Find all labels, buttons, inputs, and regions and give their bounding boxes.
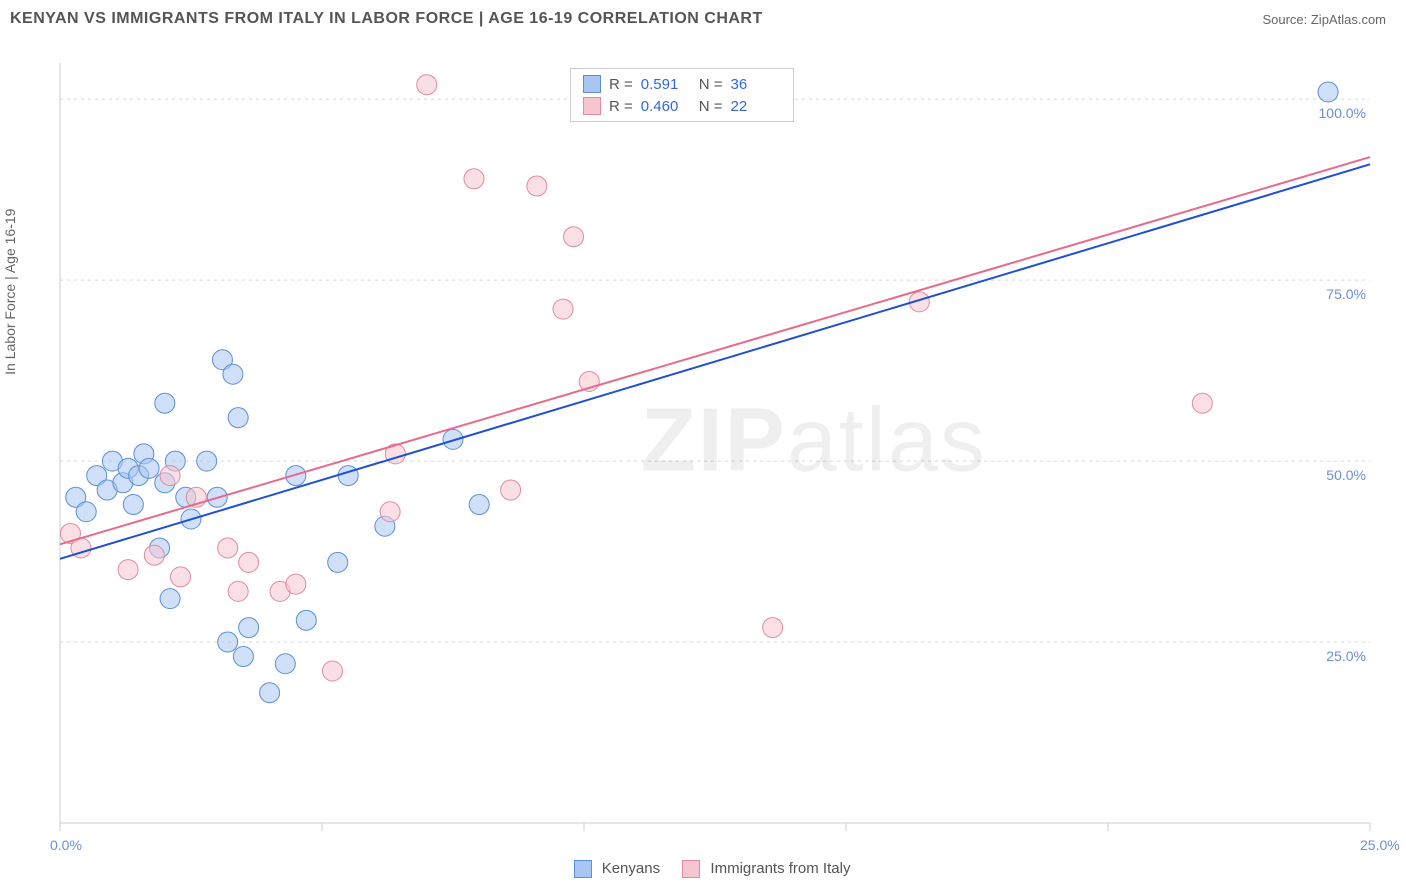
- title-bar: KENYAN VS IMMIGRANTS FROM ITALY IN LABOR…: [0, 0, 1406, 28]
- y-tick-label: 50.0%: [1326, 467, 1366, 483]
- legend-row: R =0.591N =36: [583, 73, 781, 95]
- legend-bottom: Kenyans Immigrants from Italy: [10, 860, 1396, 878]
- chart-container: In Labor Force | Age 16-19 ZIPatlas R =0…: [10, 38, 1396, 878]
- source-label: Source: ZipAtlas.com: [1262, 12, 1386, 27]
- legend-label-italy: Immigrants from Italy: [710, 860, 850, 877]
- chart-title: KENYAN VS IMMIGRANTS FROM ITALY IN LABOR…: [10, 10, 763, 28]
- x-tick-label: 25.0%: [1360, 837, 1400, 853]
- y-tick-label: 75.0%: [1326, 286, 1366, 302]
- legend-swatch-kenyans: [574, 860, 592, 878]
- y-axis-label: In Labor Force | Age 16-19: [2, 209, 18, 375]
- x-tick-label: 0.0%: [50, 837, 82, 853]
- legend-row: R =0.460N =22: [583, 95, 781, 117]
- legend-swatch: [583, 75, 601, 93]
- legend-top: R =0.591N =36R =0.460N =22: [570, 68, 794, 122]
- scatter-chart: [10, 38, 1396, 843]
- y-tick-label: 25.0%: [1326, 648, 1366, 664]
- y-tick-label: 100.0%: [1319, 105, 1366, 121]
- legend-label-kenyans: Kenyans: [602, 860, 660, 877]
- legend-swatch-italy: [682, 860, 700, 878]
- legend-swatch: [583, 97, 601, 115]
